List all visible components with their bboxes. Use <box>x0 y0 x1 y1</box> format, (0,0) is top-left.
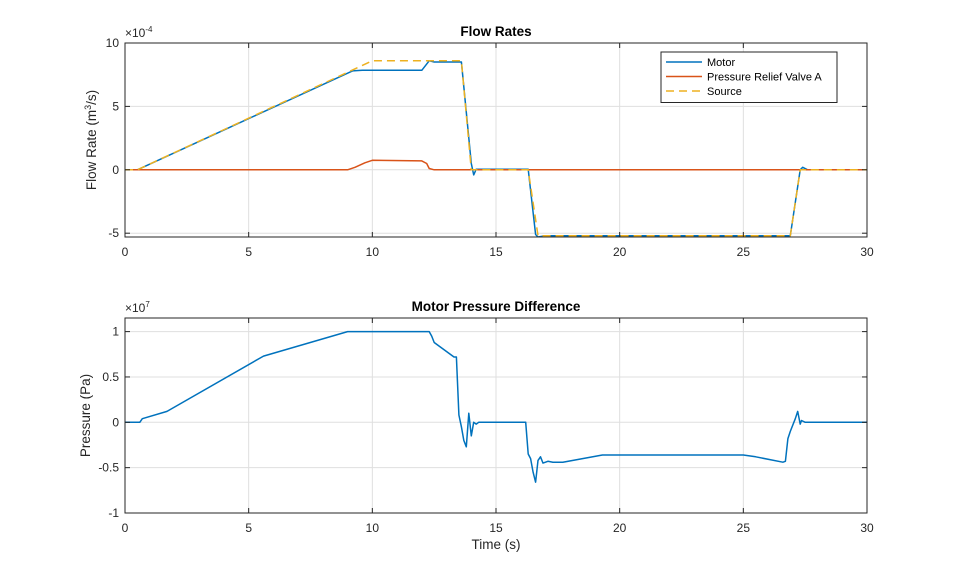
y-tick-label: 0 <box>112 163 119 177</box>
y-label-tail: /s) <box>84 90 99 105</box>
exponent-superscript: 7 <box>145 300 150 309</box>
series-line-0 <box>125 330 867 483</box>
legend-entry: Pressure Relief Valve A <box>707 72 822 84</box>
series-group <box>125 60 867 237</box>
exponent-label: ×10-4 <box>125 25 153 40</box>
legend-entry: Source <box>707 86 742 98</box>
y-tick-label: -0.5 <box>98 461 119 475</box>
y-tick-label: 1 <box>112 325 119 339</box>
y-tick-label: 10 <box>106 36 120 50</box>
legend-entry: Motor <box>707 57 735 69</box>
exponent-superscript: -4 <box>145 25 153 34</box>
y-label-main: Flow Rate (m <box>84 110 99 190</box>
exponent-label: ×107 <box>125 300 150 315</box>
x-tick-label: 25 <box>737 521 751 535</box>
series-line-pressure-relief-valve-a <box>125 159 867 171</box>
y-tick-label: -1 <box>108 506 119 520</box>
legend: Motor Pressure Relief Valve A Source <box>660 51 838 103</box>
y-axis-label: Pressure (Pa) <box>78 374 93 457</box>
x-tick-label: 5 <box>245 245 252 259</box>
y-label-superscript: 3 <box>83 105 93 110</box>
series-line-source <box>125 60 867 237</box>
y-tick-label: -5 <box>108 226 119 240</box>
x-tick-label: 0 <box>122 521 129 535</box>
x-tick-label: 10 <box>366 521 380 535</box>
x-tick-label: 15 <box>489 521 503 535</box>
y-tick-label: 0 <box>112 415 119 429</box>
series-group <box>125 330 867 483</box>
x-tick-label: 30 <box>860 521 874 535</box>
y-axis-label: Flow Rate (m3/s) <box>83 90 99 190</box>
x-tick-label: 20 <box>613 245 627 259</box>
y-tick-label: 5 <box>112 99 119 113</box>
x-tick-label: 20 <box>613 521 627 535</box>
x-tick-label: 25 <box>737 245 751 259</box>
x-tick-label: 30 <box>860 245 874 259</box>
x-tick-label: 5 <box>245 521 252 535</box>
x-tick-label: 0 <box>122 245 129 259</box>
y-tick-label: 0.5 <box>102 370 119 384</box>
x-tick-label: 10 <box>366 245 380 259</box>
x-tick-label: 15 <box>489 245 503 259</box>
chart-title: Motor Pressure Difference <box>412 299 581 314</box>
chart-title: Flow Rates <box>460 24 531 39</box>
motor-pressure-chart: 0 5 10 15 20 25 30 -1 -0.5 0 0.5 1 ×107 Motor Pressur… <box>78 299 874 552</box>
x-axis-label: Time (s) <box>472 537 521 552</box>
